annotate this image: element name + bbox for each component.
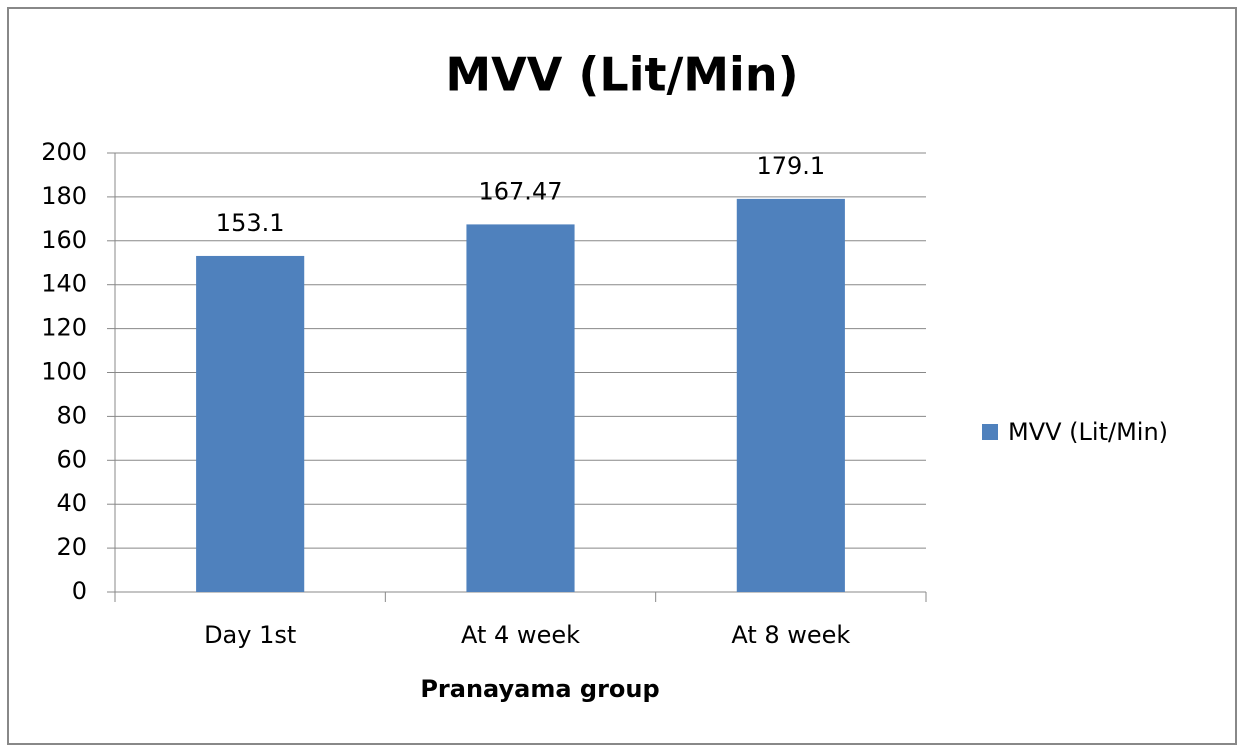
chart-border xyxy=(7,7,1237,745)
y-tick-label: 140 xyxy=(41,270,87,298)
y-tick-label: 20 xyxy=(56,533,87,561)
data-label: 179.1 xyxy=(756,152,825,180)
y-tick-label: 0 xyxy=(72,577,87,605)
y-tick-label: 180 xyxy=(41,182,87,210)
legend-label: MVV (Lit/Min) xyxy=(1008,418,1168,446)
bar xyxy=(466,224,575,592)
bar xyxy=(736,198,845,593)
data-label: 153.1 xyxy=(216,209,285,237)
x-tick-label: At 8 week xyxy=(731,621,850,649)
legend-swatch xyxy=(982,424,998,440)
y-tick-label: 80 xyxy=(56,401,87,429)
y-tick-label: 100 xyxy=(41,358,87,386)
y-tick-label: 120 xyxy=(41,314,87,342)
chart-title: MVV (Lit/Min) xyxy=(445,48,798,102)
data-label: 167.47 xyxy=(479,177,563,205)
y-tick-label: 60 xyxy=(56,445,87,473)
y-tick-label: 160 xyxy=(41,226,87,254)
y-tick-label: 200 xyxy=(41,138,87,166)
x-tick-label: Day 1st xyxy=(204,621,296,649)
bar xyxy=(196,255,305,592)
x-tick-label: At 4 week xyxy=(461,621,580,649)
x-axis-label: Pranayama group xyxy=(420,675,659,703)
y-tick-label: 40 xyxy=(56,489,87,517)
